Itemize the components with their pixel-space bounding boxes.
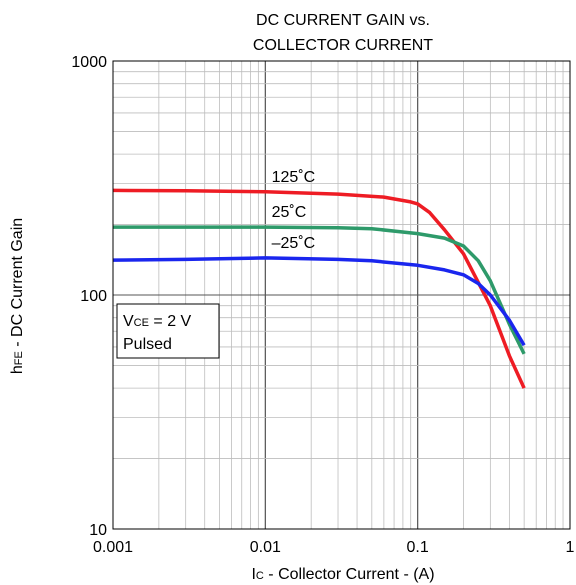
- series-label-2: –25˚C: [272, 235, 316, 252]
- series-labels: 125˚C 25˚C –25˚C: [272, 169, 316, 252]
- title-line-2: COLLECTOR CURRENT: [253, 37, 433, 54]
- conditions-line-2: Pulsed: [123, 336, 172, 353]
- x-axis-label-rest: - Collector Current - (A): [264, 566, 435, 583]
- plot-frame: [112, 60, 571, 530]
- title-line-1: DC CURRENT GAIN vs.: [256, 12, 430, 29]
- y-axis-label: hFE - DC Current Gain: [9, 218, 26, 374]
- y-tick-labels: 10 100 1000: [71, 54, 107, 539]
- series-line-0: [112, 188, 526, 389]
- conditions-vce-sub: CE: [134, 317, 149, 329]
- series-label-1: 25˚C: [272, 204, 307, 221]
- series-lines: [112, 188, 526, 389]
- conditions-vce-rest: = 2 V: [149, 313, 192, 330]
- grid-lines: [112, 60, 571, 530]
- x-tick-label: 0.1: [407, 539, 429, 556]
- y-axis-label-main: h: [9, 365, 26, 374]
- y-axis-label-rest: - DC Current Gain: [9, 218, 26, 351]
- chart-title: DC CURRENT GAIN vs. COLLECTOR CURRENT: [253, 12, 433, 54]
- y-tick-label: 1000: [71, 54, 107, 71]
- x-tick-label: 1: [566, 539, 575, 556]
- y-tick-label: 100: [80, 288, 107, 305]
- y-tick-label: 10: [89, 522, 107, 539]
- x-axis-label: IC - Collector Current - (A): [251, 566, 434, 583]
- x-tick-label: 0.001: [93, 539, 133, 556]
- x-axis-label-main: I: [251, 566, 255, 583]
- x-tick-labels: 0.001 0.01 0.1 1: [93, 539, 575, 556]
- x-tick-label: 0.01: [250, 539, 281, 556]
- series-line-2: [112, 256, 526, 347]
- conditions-box-border: [116, 303, 220, 359]
- y-axis-label-sub: FE: [13, 351, 25, 365]
- conditions-line-1: VCE = 2 V: [123, 313, 192, 330]
- conditions-box: VCE = 2 V Pulsed: [116, 303, 220, 359]
- x-axis-label-sub: C: [256, 570, 264, 582]
- series-line-1: [113, 225, 526, 355]
- conditions-vce-main: V: [123, 313, 134, 330]
- series-label-0: 125˚C: [272, 169, 316, 186]
